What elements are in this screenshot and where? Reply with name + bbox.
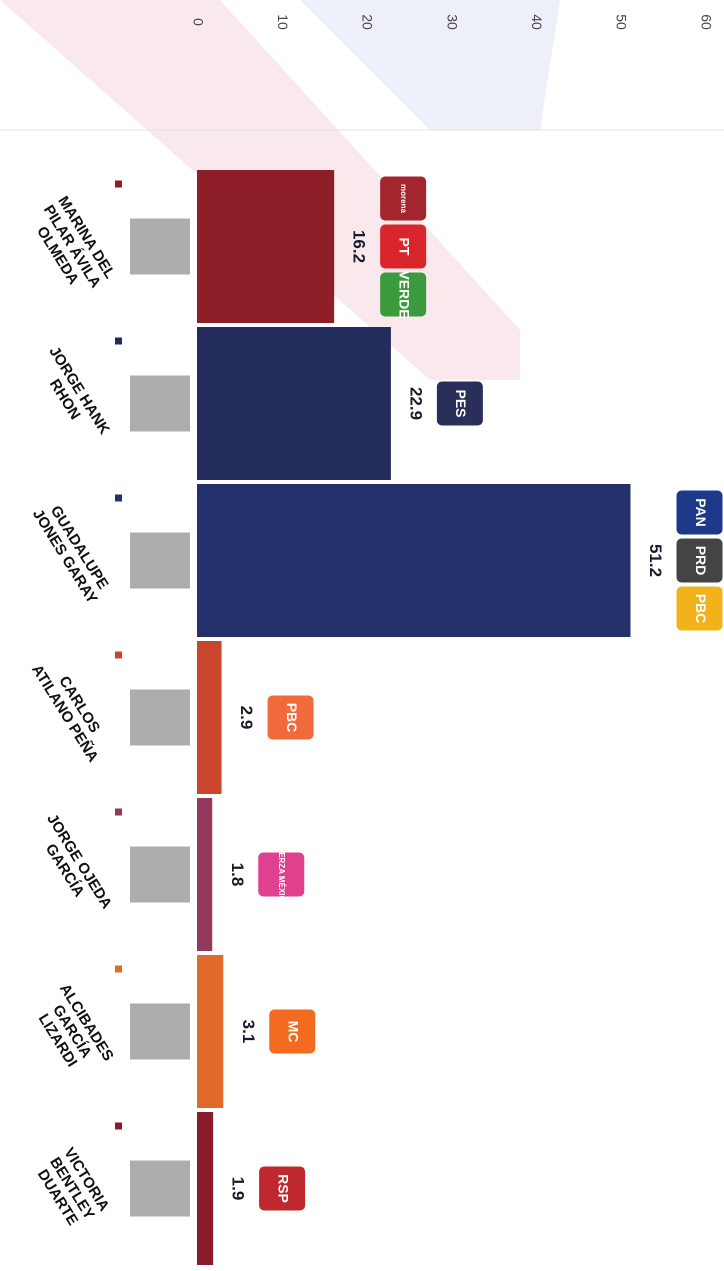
value-label: 22.9 <box>406 387 425 420</box>
legend-bullet <box>115 180 122 188</box>
party-logo <box>258 852 305 897</box>
candidate-photo <box>130 532 190 589</box>
x-tick-label: 0 <box>190 18 206 26</box>
party-logo-label: VERDE <box>396 270 412 318</box>
legend-bullet <box>115 651 122 659</box>
x-tick-label: 40 <box>529 14 545 30</box>
party-logo-label: PBC <box>693 594 709 624</box>
party-logo <box>380 272 427 317</box>
party-logo-label: morena <box>399 184 408 213</box>
value-label: 3.1 <box>239 1020 258 1044</box>
x-tick-label: 30 <box>444 14 460 30</box>
x-tick-label: 60 <box>698 14 714 30</box>
value-label: 2.9 <box>237 706 256 730</box>
party-logo <box>436 381 483 426</box>
bar <box>197 955 224 1108</box>
bar <box>197 484 631 637</box>
bar <box>197 327 391 480</box>
party-logo-label: FUERZA MÉXICO <box>277 842 286 908</box>
party-logo-label: PRD <box>693 546 709 576</box>
party-logo <box>676 586 723 631</box>
candidate-photo <box>130 375 190 432</box>
bar <box>197 641 222 794</box>
legend-bullet <box>115 1122 122 1130</box>
bar <box>197 170 335 323</box>
party-logo <box>676 538 723 583</box>
value-label: 1.9 <box>229 1177 248 1201</box>
value-label: 1.8 <box>228 863 247 887</box>
candidate-photo <box>130 218 190 275</box>
party-logo-label: PES <box>453 389 469 417</box>
background-stripe <box>300 0 560 130</box>
legend-bullet <box>115 808 122 816</box>
party-logo <box>676 490 723 535</box>
party-logo <box>259 1166 306 1211</box>
value-label: 16.2 <box>350 230 369 263</box>
x-tick-label: 50 <box>614 14 630 30</box>
party-logo <box>269 1009 316 1054</box>
legend-bullet <box>115 965 122 973</box>
legend-bullet <box>115 494 122 502</box>
legend-bullet <box>115 337 122 345</box>
party-logo-label: PT <box>396 238 412 256</box>
party-logo <box>380 224 427 269</box>
candidate-photo <box>130 1003 190 1060</box>
party-logo <box>267 695 314 740</box>
party-logo-label: MC <box>286 1021 302 1043</box>
value-label: 51.2 <box>646 544 665 577</box>
party-logo-label: RSP <box>275 1174 291 1203</box>
candidate-photo <box>130 1160 190 1217</box>
bar <box>197 1112 214 1265</box>
party-logo <box>380 176 427 221</box>
candidate-photo <box>130 689 190 746</box>
bar <box>197 798 213 951</box>
candidate-photo <box>130 846 190 903</box>
party-logo-label: PBC <box>284 703 300 733</box>
x-tick-label: 10 <box>275 14 291 30</box>
x-tick-label: 20 <box>360 14 376 30</box>
party-logo-label: PAN <box>693 498 709 527</box>
